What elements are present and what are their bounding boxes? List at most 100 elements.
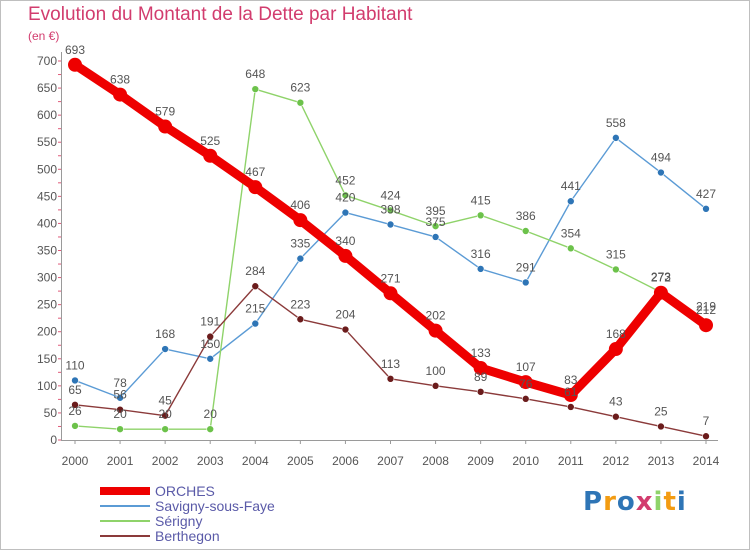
data-label-savigny-sous-faye: 316	[471, 247, 491, 261]
data-label-orches: 271	[380, 271, 400, 285]
data-point-savigny-sous-faye	[296, 254, 305, 263]
data-label-berthegon: 191	[200, 315, 220, 329]
data-point-berthegon	[161, 411, 169, 420]
data-point-berthegon	[521, 395, 530, 403]
legend-item-savigny-sous-faye: Savigny-sous-Faye	[100, 498, 360, 514]
x-tick-label: 2014	[693, 454, 720, 468]
data-point-orches	[248, 180, 263, 195]
x-tick-label: 2008	[422, 454, 449, 468]
data-label-berthegon: 56	[113, 388, 127, 402]
data-point-serigny	[386, 206, 395, 215]
data-label-serigny: 648	[245, 67, 265, 81]
y-tick-label: 650	[37, 81, 57, 95]
y-tick-label: 250	[37, 298, 57, 312]
data-point-orches	[608, 342, 623, 357]
data-label-berthegon: 61	[564, 385, 578, 399]
data-label-serigny: 273	[651, 270, 671, 284]
data-label-berthegon: 204	[335, 308, 355, 322]
data-label-berthegon: 43	[609, 395, 623, 409]
data-label-orches: 133	[471, 346, 491, 360]
data-label-serigny: 623	[290, 81, 310, 95]
data-label-orches: 525	[200, 134, 220, 148]
data-point-serigny	[476, 211, 485, 220]
data-label-orches: 406	[290, 198, 310, 212]
x-tick-label: 2005	[287, 454, 314, 468]
data-label-serigny: 424	[380, 188, 400, 202]
data-point-serigny	[566, 244, 575, 253]
x-tick-label: 2002	[152, 454, 179, 468]
data-label-orches: 579	[155, 105, 175, 119]
y-tick-label: 0	[50, 433, 57, 447]
x-tick-label: 2012	[603, 454, 630, 468]
logo-letter: o	[616, 487, 636, 517]
data-point-orches	[68, 57, 82, 72]
x-tick-label: 2000	[62, 454, 89, 468]
data-label-savigny-sous-faye: 150	[200, 337, 220, 351]
data-point-savigny-sous-faye	[341, 208, 350, 217]
data-label-serigny: 452	[335, 173, 355, 187]
data-point-berthegon	[296, 315, 305, 324]
data-label-berthegon: 113	[381, 357, 400, 371]
data-point-orches	[473, 360, 488, 375]
data-label-savigny-sous-faye: 110	[65, 358, 84, 372]
data-label-orches: 107	[516, 360, 536, 374]
data-label-serigny: 20	[158, 407, 172, 421]
data-point-savigny-sous-faye	[566, 197, 575, 206]
data-point-serigny	[612, 265, 620, 274]
proxiti-logo: Proxiti	[583, 487, 687, 517]
data-label-orches: 467	[245, 165, 265, 179]
data-point-berthegon	[566, 403, 575, 411]
data-label-berthegon: 65	[68, 383, 82, 397]
data-point-savigny-sous-faye	[521, 278, 530, 287]
data-point-savigny-sous-faye	[476, 265, 485, 273]
legend-label: ORCHES	[155, 483, 215, 499]
data-label-berthegon: 284	[245, 264, 265, 278]
data-label-orches: 202	[426, 309, 446, 323]
data-point-serigny	[71, 422, 79, 430]
data-label-orches: 212	[696, 303, 716, 317]
data-point-berthegon	[116, 405, 124, 414]
data-label-berthegon: 25	[654, 404, 668, 418]
x-tick-label: 2013	[648, 454, 675, 468]
data-point-berthegon	[251, 282, 260, 291]
logo-letter: i	[653, 487, 664, 517]
data-label-savigny-sous-faye: 78	[113, 376, 127, 390]
data-label-savigny-sous-faye: 168	[155, 327, 175, 341]
data-point-berthegon	[386, 375, 395, 383]
y-tick-label: 550	[37, 135, 57, 149]
y-tick-label: 200	[37, 325, 57, 339]
data-point-orches	[518, 375, 533, 390]
data-point-serigny	[116, 425, 124, 433]
legend-item-orches: ORCHES	[100, 483, 360, 499]
y-tick-label: 300	[37, 271, 57, 285]
legend-swatch	[100, 487, 150, 495]
y-tick-label: 400	[37, 216, 57, 230]
data-label-serigny: 26	[68, 404, 82, 418]
legend-swatch	[100, 535, 150, 537]
data-point-savigny-sous-faye	[386, 220, 395, 229]
legend-swatch	[100, 505, 150, 507]
y-tick-label: 450	[37, 189, 57, 203]
data-point-orches	[338, 248, 353, 263]
data-label-berthegon: 223	[290, 297, 310, 311]
data-point-orches	[293, 213, 308, 228]
data-point-serigny	[161, 425, 169, 433]
data-point-orches	[563, 388, 578, 403]
data-label-serigny: 20	[113, 407, 127, 421]
logo-letter: r	[603, 487, 617, 517]
data-label-savigny-sous-faye: 398	[380, 203, 400, 217]
data-label-serigny: 386	[516, 209, 536, 223]
data-point-savigny-sous-faye	[116, 393, 124, 402]
data-point-berthegon	[702, 432, 710, 441]
x-tick-label: 2011	[558, 454, 584, 468]
y-tick-label: 100	[37, 379, 57, 393]
data-point-orches	[158, 119, 173, 134]
data-point-serigny	[206, 425, 215, 433]
data-point-savigny-sous-faye	[657, 168, 665, 177]
data-point-savigny-sous-faye	[251, 319, 260, 328]
data-point-orches	[113, 87, 128, 102]
data-label-orches: 340	[335, 234, 355, 248]
y-tick-label: 50	[44, 406, 58, 420]
data-label-berthegon: 76	[519, 377, 533, 391]
x-tick-label: 2006	[332, 454, 359, 468]
